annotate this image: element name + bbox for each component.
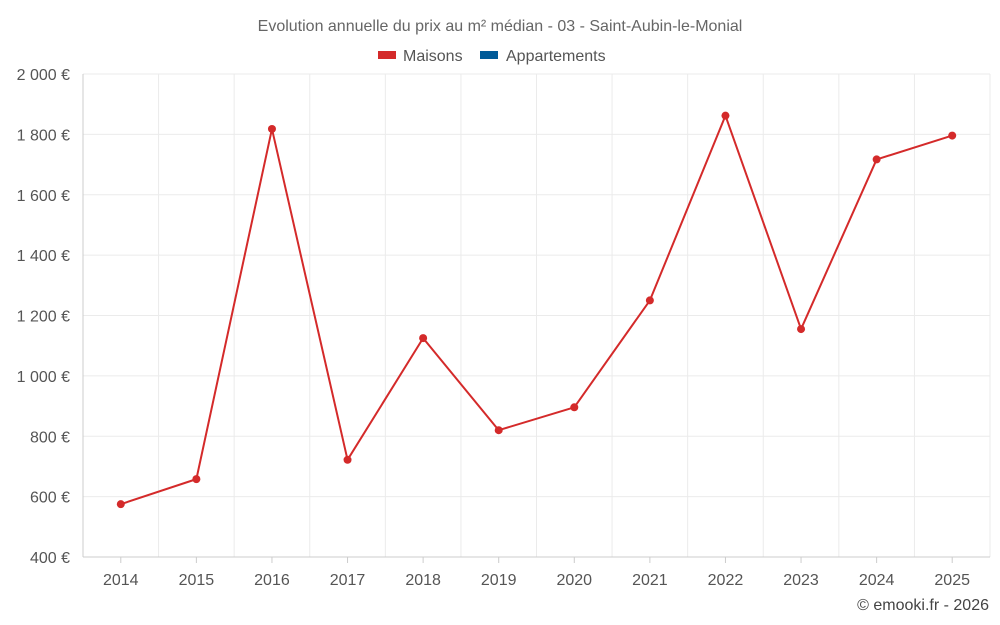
y-tick-label: 1 600 € bbox=[17, 188, 70, 205]
y-tick-label: 1 000 € bbox=[17, 369, 70, 386]
legend-label-maisons: Maisons bbox=[403, 48, 463, 65]
data-point[interactable] bbox=[192, 475, 201, 484]
y-tick-label: 1 200 € bbox=[17, 309, 70, 326]
x-tick-label: 2019 bbox=[481, 572, 517, 589]
y-tick-label: 2 000 € bbox=[17, 67, 70, 84]
credit-text: © emooki.fr - 2026 bbox=[857, 597, 989, 614]
y-tick-label: 600 € bbox=[30, 490, 70, 507]
x-tick-label: 2024 bbox=[859, 572, 895, 589]
x-tick-label: 2015 bbox=[179, 572, 215, 589]
series-line bbox=[120, 114, 953, 506]
x-tick-label: 2017 bbox=[330, 572, 366, 589]
x-tick-label: 2021 bbox=[632, 572, 668, 589]
data-point[interactable] bbox=[721, 111, 730, 120]
legend-label-appartements: Appartements bbox=[506, 48, 606, 65]
y-tick-label: 1 800 € bbox=[17, 127, 70, 144]
data-point[interactable] bbox=[570, 403, 579, 412]
data-point[interactable] bbox=[948, 131, 957, 140]
legend-swatch-maisons bbox=[378, 51, 396, 59]
data-point[interactable] bbox=[419, 334, 428, 343]
legend-swatch-appartements bbox=[480, 51, 498, 59]
legend: Maisons Appartements bbox=[378, 48, 606, 65]
data-point[interactable] bbox=[267, 124, 276, 133]
x-tick-label: 2025 bbox=[934, 572, 970, 589]
y-tick-label: 800 € bbox=[30, 429, 70, 446]
data-point[interactable] bbox=[645, 296, 654, 305]
y-tick-label: 400 € bbox=[30, 550, 70, 567]
chart-title: Evolution annuelle du prix au m² médian … bbox=[258, 18, 743, 35]
legend-item-maisons[interactable]: Maisons bbox=[378, 48, 463, 65]
y-tick-label: 1 400 € bbox=[17, 248, 70, 265]
data-point[interactable] bbox=[797, 325, 806, 334]
x-tick-label: 2018 bbox=[405, 572, 441, 589]
x-tick-label: 2023 bbox=[783, 572, 819, 589]
data-point[interactable] bbox=[116, 500, 125, 509]
x-axis-ticks: 2014 2015 2016 2017 2018 2019 2020 2021 2022 2023… bbox=[103, 572, 970, 589]
grid bbox=[82, 73, 991, 557]
x-tick-label: 2016 bbox=[254, 572, 290, 589]
legend-item-appartements[interactable]: Appartements bbox=[480, 48, 606, 65]
x-tick-label: 2020 bbox=[556, 572, 592, 589]
data-point[interactable] bbox=[343, 455, 352, 464]
x-tick-label: 2014 bbox=[103, 572, 139, 589]
y-axis-ticks: 400 € 600 € 800 € 1 000 € 1 200 € 1 400 € 1 60… bbox=[17, 67, 70, 567]
x-tick-label: 2022 bbox=[708, 572, 744, 589]
series-maisons bbox=[116, 111, 957, 509]
data-point[interactable] bbox=[872, 155, 881, 164]
axes bbox=[82, 74, 990, 563]
data-point[interactable] bbox=[494, 426, 503, 435]
